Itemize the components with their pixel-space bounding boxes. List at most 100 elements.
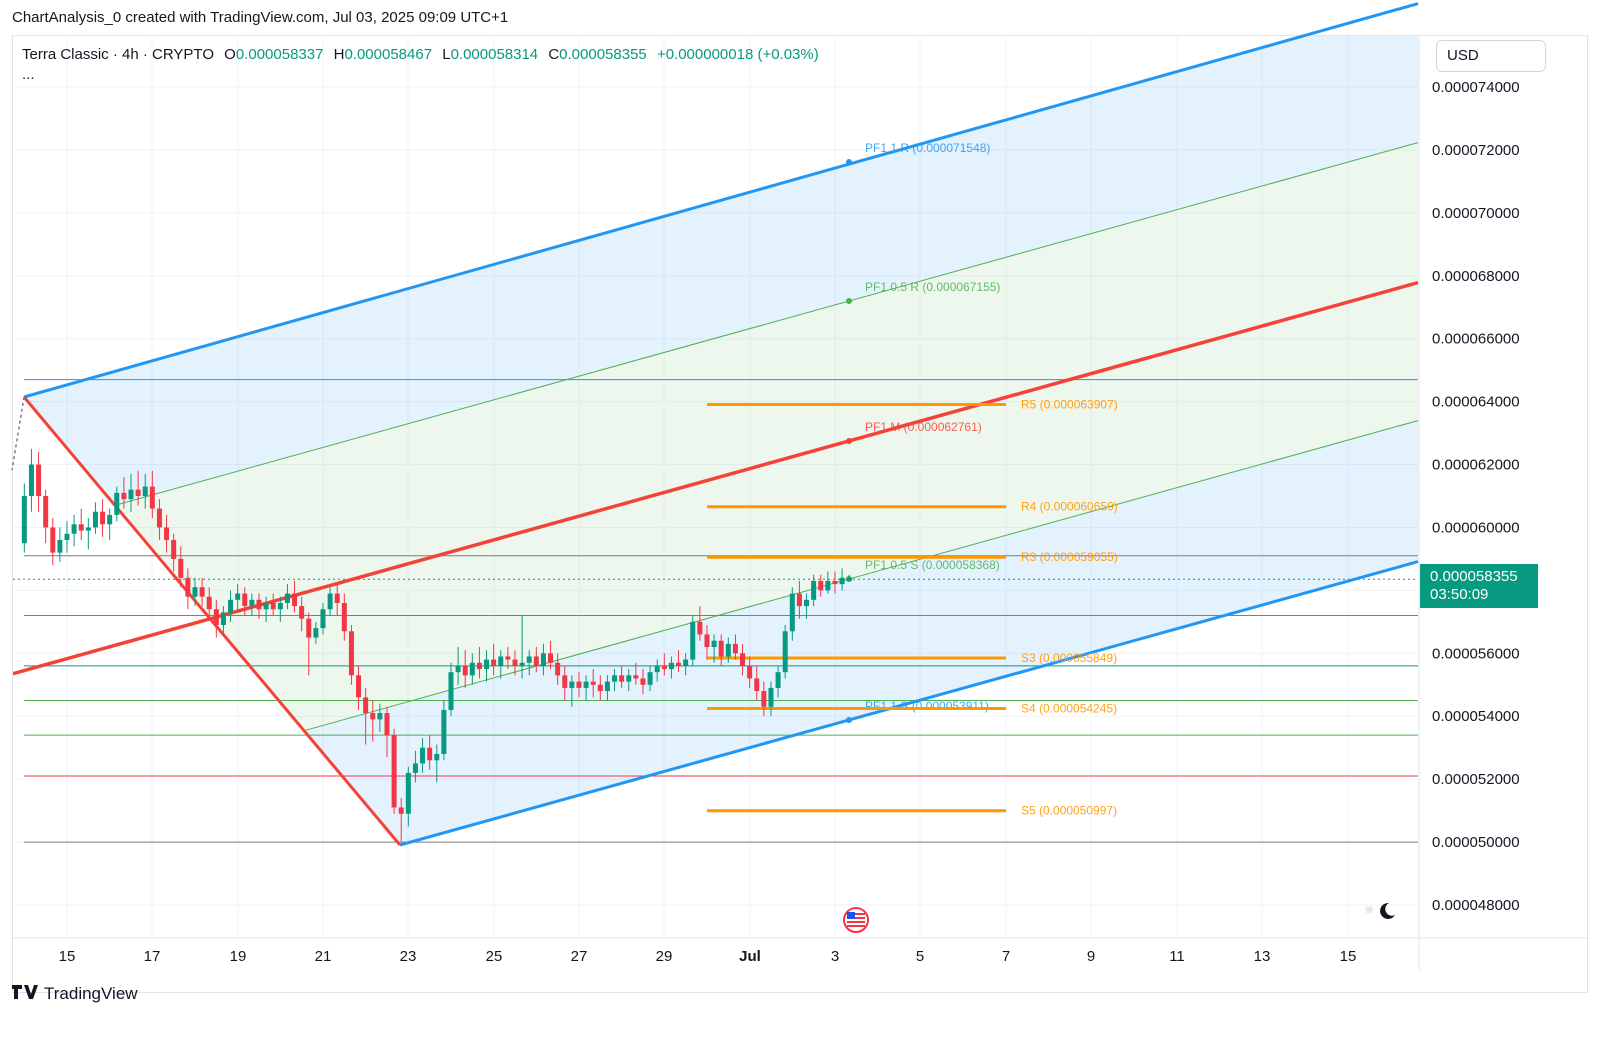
candle-body [469,662,475,676]
candle-body [476,662,482,670]
candle-body [178,558,184,578]
candle-body [661,665,667,670]
price-axis-label: 0.000050000 [1432,834,1520,851]
time-axis-label: 17 [144,948,161,965]
time-axis-label: Jul [739,948,761,965]
time-axis-label: 7 [1002,948,1010,965]
candle-body [811,580,817,600]
pitchfork-upper-half [117,142,1419,505]
candle-body [398,807,404,814]
legend-symbol[interactable]: Terra Classic · 4h · CRYPTO [22,46,214,63]
candle-body [370,713,376,720]
price-axis-label: 0.000052000 [1432,771,1520,788]
candle-body [64,533,70,541]
time-axis-label: 15 [59,948,76,965]
candle-body [228,599,234,613]
price-axis-label: 0.000066000 [1432,331,1520,348]
time-axis-label: 11 [1169,948,1185,965]
moon-icon[interactable] [1380,902,1395,919]
candle-body [462,665,468,676]
candle-body [789,593,795,632]
price-axis-label: 0.000054000 [1432,708,1520,725]
candle-body [377,713,383,720]
candle-body [50,527,56,553]
pitchfork-anchor-dot [846,717,852,723]
price-axis-label: 0.000064000 [1432,394,1520,411]
tradingview-logo[interactable]: TradingView [12,984,138,1004]
legend-close-label: C [548,46,560,63]
candle-body [455,665,461,673]
us-flag-icon[interactable] [843,907,869,933]
candle-body [156,508,162,528]
candle-body [747,665,753,679]
time-axis-label: 21 [315,948,332,965]
time-axis-label: 3 [831,948,839,965]
candle-body [491,659,497,666]
candle-body [761,691,767,707]
candle-body [804,599,810,607]
candle-body [199,587,205,597]
candle-body [633,675,639,679]
candle-body [164,527,170,541]
pitchfork-handle-line [22,396,402,846]
tradingview-logo-icon [12,984,38,1004]
legend-change: +0.000000018 (+0.03%) [656,46,819,63]
candle-body [626,675,632,682]
candle-body [740,653,746,666]
candle-body [718,640,724,657]
last-price-tag: 0.000058355 03:50:09 [1420,564,1538,608]
currency-button[interactable]: USD [1436,40,1546,72]
ohlc-legend: Terra Classic · 4h · CRYPTO O0.000058337… [22,46,819,63]
candle-body [590,681,596,685]
pitchfork-anchor-dot [846,438,852,444]
pitchfork-anchor-dot [846,159,852,165]
price-axis-label: 0.000062000 [1432,457,1520,474]
time-axis-label: 13 [1254,948,1271,965]
candle-body [306,618,312,638]
candle-body [92,511,98,528]
time-axis-label: 23 [400,948,417,965]
pivot-level-label: R3 (0.000059055) [1021,550,1118,564]
candle-body [149,486,155,509]
candle-body [171,540,177,559]
candle-body [775,672,781,688]
candle-body [363,697,369,714]
candle-body [711,640,717,648]
legend-high-value: 0.000058467 [344,46,433,63]
candle-body [85,527,91,531]
chart-frame [12,35,1588,993]
candle-body [619,675,625,682]
candle-body [505,656,511,660]
candle-body [484,659,490,670]
pitchfork-label: PF1 0.5 S (0.000058368) [865,558,1000,572]
candle-body [562,675,568,688]
candle-body [569,681,575,688]
candle-body [555,662,561,676]
candle-body [292,593,298,607]
candle-body [356,675,362,698]
candle-body [57,540,63,553]
candle-body [548,653,554,663]
candle-body [206,596,212,610]
candle-body [647,672,653,685]
pitchfork-upper-zone [24,36,1418,505]
candle-body [441,709,447,754]
candle-body [768,687,774,707]
legend-low-value: 0.000058314 [450,46,539,63]
pitchfork-median-line [13,280,1418,676]
candle-body [519,662,525,666]
pivot-level-label: S4 (0.000054245) [1021,702,1117,716]
candle-body [533,656,539,666]
candle-body [412,763,418,773]
pivot-level-label: S3 (0.000055849) [1021,651,1117,665]
candle-body [690,621,696,660]
legend-open-value: 0.000058337 [235,46,324,63]
candle-body [185,577,191,597]
candle-body [391,735,397,808]
pivot-level-label: R5 (0.000063907) [1021,398,1118,412]
legend-more-button[interactable]: ... [22,66,35,83]
legend-low-label: L [442,46,451,63]
candle-body [725,643,731,657]
candle-body [420,747,426,764]
